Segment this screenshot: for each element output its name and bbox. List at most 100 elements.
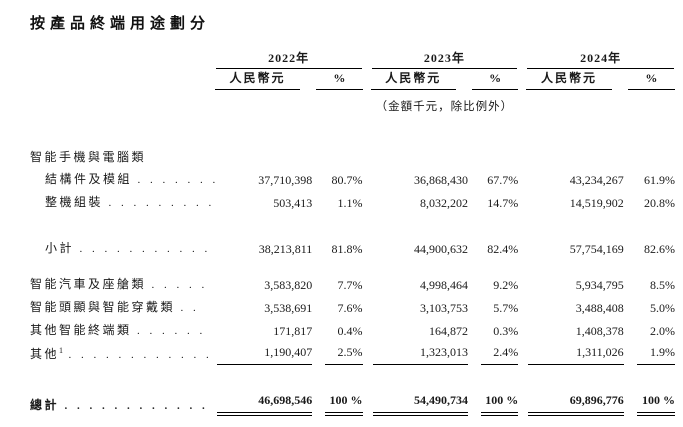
table-row-full-assembly: 整機組裝 . . . . . . . . . . 503,413 1.1% 8,… xyxy=(30,190,675,213)
rmb-2022-value: 1,190,407 xyxy=(215,341,313,365)
year-group-2024: 2024年 xyxy=(526,49,675,69)
table-row-others: 其他1 . . . . . . . . . . . . . 1,190,407 … xyxy=(30,341,675,365)
leader-dots: . . . . . xyxy=(151,279,208,291)
table-row-headset-wearables: 智能頭顯與智能穿戴類 . . 3,538,691 7.6% 3,103,753 … xyxy=(30,295,675,318)
leader-dots: . . . . . . . xyxy=(137,174,215,186)
rmb-2022-value: 3,538,691 xyxy=(264,301,313,315)
pct-2024-value: 2.0% xyxy=(650,324,675,338)
rmb-2022-value: 171,817 xyxy=(273,324,313,338)
spacer-row xyxy=(30,259,675,272)
rmb-2024-value: 1,311,026 xyxy=(526,341,624,365)
column-gap xyxy=(363,69,371,90)
row-label: 其他智能終端類 . . . . . . xyxy=(30,323,206,337)
spacer-row xyxy=(30,114,675,144)
unit-note: （金額千元，除比例外） xyxy=(375,101,514,113)
rmb-2023-value: 44,900,632 xyxy=(413,242,468,256)
currency-header-2023: 人民幣元 xyxy=(370,69,468,90)
rmb-2024-value: 57,754,169 xyxy=(569,242,624,256)
column-gap xyxy=(363,49,371,69)
table-row-smartphone-pc-section: 智能手機與電腦類 xyxy=(30,144,675,167)
rmb-2022-value: 38,213,811 xyxy=(258,242,313,256)
table-row-other-smart-terminals: 其他智能終端類 . . . . . . 171,817 0.4% 164,872… xyxy=(30,318,675,341)
rmb-2022-value: 503,413 xyxy=(273,196,313,210)
rmb-2024-value: 5,934,795 xyxy=(575,278,624,292)
pct-2022-value: 0.4% xyxy=(337,324,363,338)
pct-2024-value: 82.6% xyxy=(644,242,675,256)
subheader-row: 人民幣元 % 人民幣元 % 人民幣元 % xyxy=(30,69,675,90)
row-label: 其他1 . . . . . . . . . . . . . xyxy=(30,341,215,365)
pct-2023-value: 2.4% xyxy=(468,341,519,365)
row-label: 智能汽車及座艙類 . . . . . xyxy=(30,277,208,291)
leader-dots: . . xyxy=(180,302,200,314)
row-label: 結構件及模組 . . . . . . . xyxy=(30,167,215,190)
rmb-2023-value: 3,103,753 xyxy=(419,301,468,315)
footnote-marker: 1 xyxy=(59,346,64,355)
column-gap xyxy=(518,49,526,69)
pct-2023-value: 5.7% xyxy=(493,301,519,315)
pct-2022-value: 7.7% xyxy=(337,278,363,292)
table-row-structural-parts: 結構件及模組 . . . . . . . 37,710,398 80.7% 36… xyxy=(30,167,675,190)
rmb-2024-value: 43,234,267 xyxy=(569,173,624,187)
leader-dots: . . . . . . . . . . xyxy=(108,197,215,209)
pct-2023-value: 0.3% xyxy=(493,324,519,338)
pct-2023-total: 100 % xyxy=(468,389,519,416)
rmb-2022-total: 46,698,546 xyxy=(215,389,313,416)
pct-2022-value: 7.6% xyxy=(337,301,363,315)
rmb-2023-value: 36,868,430 xyxy=(413,173,468,187)
pct-2024-value: 20.8% xyxy=(644,196,675,210)
rmb-2023-value: 1,323,013 xyxy=(371,341,468,365)
pct-2024-value: 8.5% xyxy=(650,278,675,292)
row-label: 小計 . . . . . . . . . . . . xyxy=(30,236,215,259)
pct-2023-value: 9.2% xyxy=(493,278,519,292)
rmb-2024-total: 69,896,776 xyxy=(526,389,624,416)
year-group-2022: 2022年 xyxy=(215,49,363,69)
rmb-2022-value: 3,583,820 xyxy=(264,278,313,292)
pct-2023-value: 82.4% xyxy=(487,242,519,256)
spacer-row xyxy=(30,213,675,236)
year-group-2023: 2023年 xyxy=(371,49,519,69)
rmb-2024-value: 14,519,902 xyxy=(569,196,624,210)
currency-header-2022: 人民幣元 xyxy=(214,69,312,90)
pct-2022-value: 1.1% xyxy=(337,196,363,210)
pct-2022-value: 2.5% xyxy=(312,341,363,365)
column-gap xyxy=(518,69,526,90)
pct-2024-value: 5.0% xyxy=(650,301,675,315)
pct-2022-value: 81.8% xyxy=(331,242,363,256)
percent-header-2023: % xyxy=(468,69,519,90)
rmb-2024-value: 1,408,378 xyxy=(575,324,624,338)
percent-header-2022: % xyxy=(312,69,363,90)
pct-2022-total: 100 % xyxy=(312,389,363,416)
pct-2024-value: 61.9% xyxy=(644,173,675,187)
year-header-row: 2022年 2023年 2024年 xyxy=(30,49,675,69)
table-row-total: 總計 . . . . . . . . . . . . 46,698,546 10… xyxy=(30,389,675,416)
section-title: 按產品終端用途劃分 xyxy=(30,16,211,32)
pct-2022-value: 80.7% xyxy=(331,173,363,187)
table-row-smart-vehicle: 智能汽車及座艙類 . . . . . 3,583,820 7.7% 4,998,… xyxy=(30,272,675,295)
spacer-row xyxy=(30,365,675,389)
rmb-2023-value: 4,998,464 xyxy=(419,278,468,292)
row-label: 總計 . . . . . . . . . . . . xyxy=(30,398,209,412)
pct-2024-value: 1.9% xyxy=(624,341,675,365)
leader-dots: . . . . . . . . . . . . xyxy=(64,400,209,412)
rmb-2023-value: 8,032,202 xyxy=(419,196,468,210)
pct-2023-value: 67.7% xyxy=(487,173,519,187)
report-page: 按產品終端用途劃分 2022年 2023年 2024年 人民幣元 % 人民幣元 … xyxy=(30,16,675,416)
unit-note-row: （金額千元，除比例外） xyxy=(30,90,675,114)
rmb-2023-total: 54,490,734 xyxy=(371,389,468,416)
row-label: 整機組裝 . . . . . . . . . . xyxy=(30,190,215,213)
revenue-by-end-use-table: 2022年 2023年 2024年 人民幣元 % 人民幣元 % 人民幣元 % （… xyxy=(30,49,675,416)
row-label: 智能手機與電腦類 xyxy=(30,150,147,164)
pct-2024-total: 100 % xyxy=(624,389,675,416)
currency-header-2024: 人民幣元 xyxy=(526,69,623,90)
rmb-2022-value: 37,710,398 xyxy=(258,173,313,187)
pct-2023-value: 14.7% xyxy=(487,196,519,210)
leader-dots: . . . . . . . . . . . . xyxy=(79,243,215,255)
row-label: 智能頭顯與智能穿戴類 . . xyxy=(30,300,200,314)
leader-dots: . . . . . . . . . . . . . xyxy=(68,349,215,361)
label-column-spacer xyxy=(30,69,215,90)
table-row-subtotal: 小計 . . . . . . . . . . . . 38,213,811 81… xyxy=(30,236,675,259)
rmb-2023-value: 164,872 xyxy=(428,324,468,338)
rmb-2024-value: 3,488,408 xyxy=(575,301,624,315)
percent-header-2024: % xyxy=(624,69,675,90)
leader-dots: . . . . . . xyxy=(137,325,206,337)
